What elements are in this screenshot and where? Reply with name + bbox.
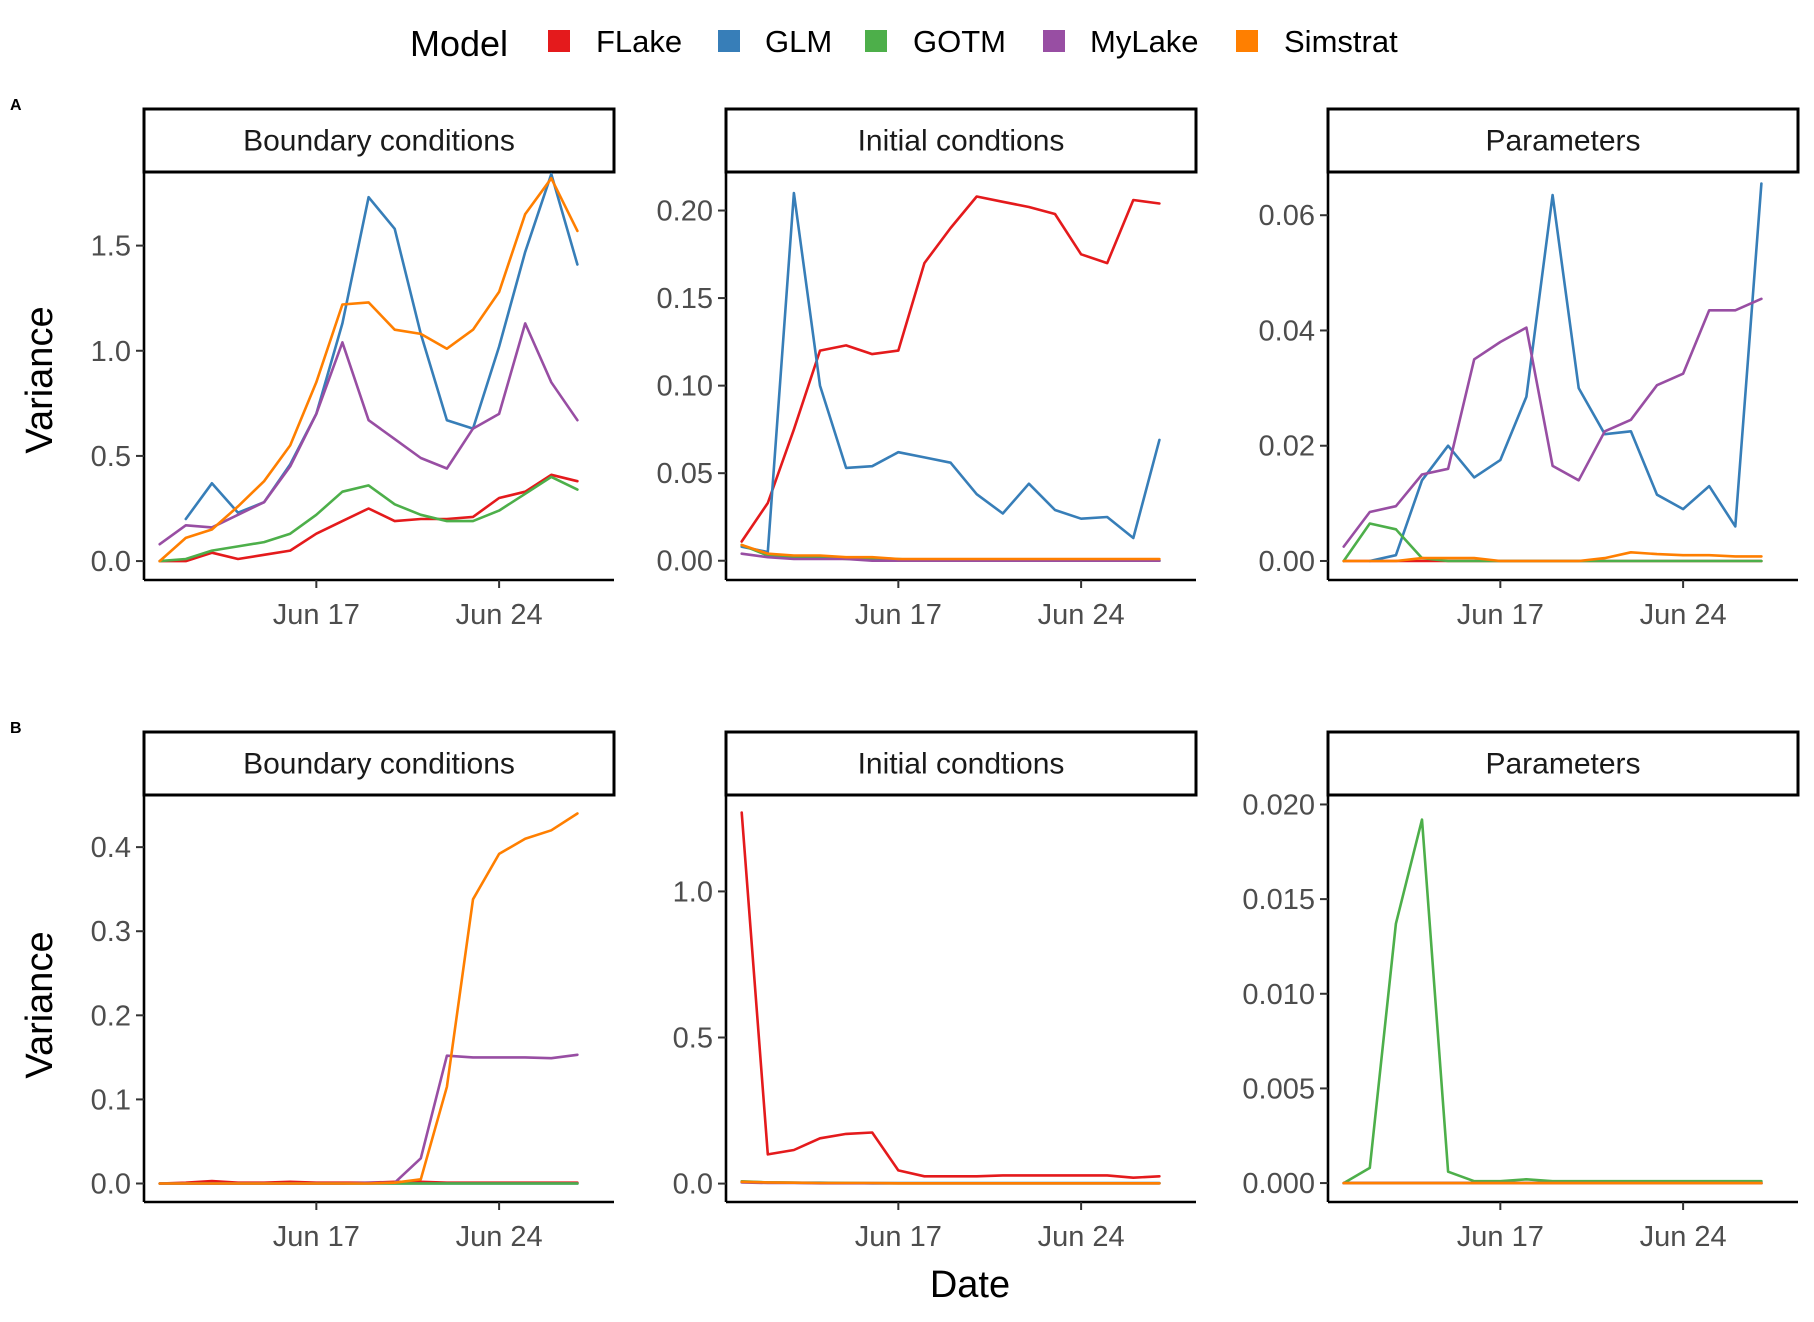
- y-tick-label: 0.05: [657, 458, 713, 490]
- legend-label-simstrat: Simstrat: [1284, 24, 1398, 59]
- legend-label-mylake: MyLake: [1090, 24, 1199, 59]
- facet-strip-label: Initial condtions: [858, 125, 1065, 158]
- legend-title: Model: [410, 23, 508, 64]
- row-tag-a: A: [10, 97, 22, 114]
- x-tick-label: Jun 24: [1038, 1221, 1125, 1253]
- legend-label-glm: GLM: [765, 24, 832, 59]
- y-tick-label: 0.4: [91, 832, 131, 864]
- panel-b-boundary-conditions: Boundary conditions 0.0 0.1 0.2 0.3 0.4 Jun 17…: [91, 730, 616, 1253]
- legend-item-simstrat: Simstrat: [1236, 24, 1398, 59]
- facet-strip-label: Parameters: [1485, 125, 1640, 158]
- y-tick-label: 0.015: [1242, 884, 1315, 916]
- y-tick-label: 0.06: [1259, 200, 1315, 232]
- y-tick-label: 0.5: [673, 1023, 713, 1055]
- facet-strip-label: Initial condtions: [858, 748, 1065, 781]
- series-line-gotm: [1342, 818, 1763, 1185]
- y-tick-label: 1.0: [673, 876, 713, 908]
- x-tick-label: Jun 17: [273, 599, 360, 631]
- y-tick-label: 1.0: [91, 336, 131, 368]
- series-line-simstrat: [1342, 551, 1763, 563]
- panel-a-initial-condtions: Initial condtions 0.00 0.05 0.10 0.15 0.20 Jun…: [657, 107, 1198, 631]
- y-tick-label: 0.0: [91, 1169, 131, 1201]
- x-tick-label: Jun 17: [1457, 1221, 1544, 1253]
- y-tick-label: 0.10: [657, 371, 713, 403]
- legend-label-gotm: GOTM: [913, 24, 1006, 59]
- facet-strip-label: Boundary conditions: [243, 748, 515, 781]
- legend-swatch-flake: [548, 30, 570, 52]
- x-tick-label: Jun 17: [855, 1221, 942, 1253]
- facet-strip: [724, 730, 1198, 797]
- y-tick-label: 0.0: [91, 546, 131, 578]
- legend-item-flake: FLake: [548, 24, 682, 59]
- series-line-simstrat: [158, 812, 579, 1185]
- facet-strip-label: Boundary conditions: [243, 125, 515, 158]
- x-tick-label: Jun 17: [273, 1221, 360, 1253]
- facet-strip: [142, 107, 616, 174]
- facet-strip: [724, 107, 1198, 174]
- panel-b-parameters: Parameters 0.000 0.005 0.010 0.015 0.020 Jun 1…: [1242, 730, 1800, 1253]
- series-line-mylake: [158, 1053, 579, 1185]
- series-line-simstrat: [158, 177, 579, 563]
- x-tick-label: Jun 24: [1640, 599, 1727, 631]
- y-tick-label: 0.3: [91, 916, 131, 948]
- y-tick-label: 0.00: [1259, 546, 1315, 578]
- row-tag-b: B: [10, 720, 22, 737]
- facet-strip: [142, 730, 616, 797]
- y-tick-label: 0.00: [657, 546, 713, 578]
- series-line-mylake: [1342, 297, 1763, 548]
- facet-strip: [1326, 107, 1800, 174]
- facet-panels: Boundary conditions 0.0 0.5 1.0 1.5 Jun 17 Jun…: [91, 107, 1800, 1253]
- x-tick-label: Jun 24: [456, 1221, 543, 1253]
- x-tick-label: Jun 24: [1640, 1221, 1727, 1253]
- y-tick-label: 0.2: [91, 1000, 131, 1032]
- y-tick-label: 0.20: [657, 196, 713, 228]
- legend-swatch-mylake: [1043, 30, 1065, 52]
- legend-swatch-simstrat: [1236, 30, 1258, 52]
- y-axis-title-row-b: Variance: [19, 931, 61, 1078]
- legend-swatch-gotm: [865, 30, 887, 52]
- y-tick-label: 0.04: [1259, 315, 1315, 347]
- y-tick-label: 1.5: [91, 231, 131, 263]
- y-tick-label: 0.0: [673, 1169, 713, 1201]
- y-tick-label: 0.1: [91, 1084, 131, 1116]
- series-line-mylake: [158, 322, 579, 546]
- y-tick-label: 0.005: [1242, 1073, 1315, 1105]
- series-line-simstrat: [740, 543, 1161, 561]
- facet-strip-label: Parameters: [1485, 748, 1640, 781]
- series-line-simstrat: [740, 1180, 1161, 1185]
- y-tick-label: 0.010: [1242, 979, 1315, 1011]
- legend-item-glm: GLM: [718, 24, 832, 59]
- panel-a-parameters: Parameters 0.00 0.02 0.04 0.06 Jun 17 Jun 24: [1259, 107, 1800, 631]
- x-tick-label: Jun 24: [1038, 599, 1125, 631]
- series-line-mylake: [740, 552, 1161, 562]
- series-line-glm: [1368, 182, 1763, 563]
- legend-item-gotm: GOTM: [865, 24, 1006, 59]
- panel-a-boundary-conditions: Boundary conditions 0.0 0.5 1.0 1.5 Jun 17 Jun…: [91, 107, 616, 631]
- legend-swatch-glm: [718, 30, 740, 52]
- y-tick-label: 0.02: [1259, 431, 1315, 463]
- y-axis-title-row-a: Variance: [19, 306, 61, 453]
- legend-label-flake: FLake: [596, 24, 682, 59]
- x-tick-label: Jun 17: [1457, 599, 1544, 631]
- legend-item-mylake: MyLake: [1043, 24, 1199, 59]
- legend: Model FLake GLM GOTM MyLake Simstrat: [410, 23, 1398, 64]
- x-tick-label: Jun 17: [855, 599, 942, 631]
- series-line-flake: [740, 195, 1161, 543]
- x-axis-title: Date: [930, 1264, 1010, 1306]
- y-tick-label: 0.5: [91, 441, 131, 473]
- series-line-gotm: [158, 475, 579, 563]
- x-tick-label: Jun 24: [456, 599, 543, 631]
- y-tick-label: 0.15: [657, 283, 713, 315]
- panel-b-initial-condtions: Initial condtions 0.0 0.5 1.0 Jun 17 Jun 24: [673, 730, 1198, 1253]
- y-tick-label: 0.020: [1242, 789, 1315, 821]
- y-tick-label: 0.000: [1242, 1168, 1315, 1200]
- series-line-flake: [740, 811, 1161, 1179]
- facet-strip: [1326, 730, 1800, 797]
- series-line-glm: [740, 191, 1161, 554]
- series-line-flake: [158, 473, 579, 563]
